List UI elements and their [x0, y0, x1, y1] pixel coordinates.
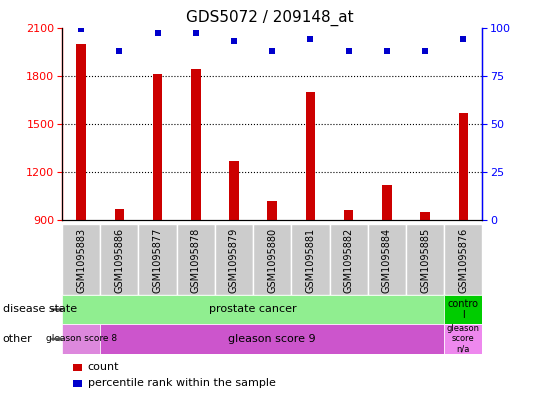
Bar	[153, 74, 162, 220]
Bar	[229, 161, 239, 220]
Bar	[329, 224, 368, 295]
Text: GSM1095880: GSM1095880	[267, 228, 277, 293]
Text: gleason score 8: gleason score 8	[45, 334, 116, 343]
Bar	[459, 112, 468, 220]
Bar	[139, 224, 177, 295]
Text: GSM1095876: GSM1095876	[458, 228, 468, 293]
Text: contro
l: contro l	[448, 299, 479, 320]
Text: count: count	[88, 362, 119, 373]
Bar	[62, 324, 100, 354]
Bar	[114, 209, 124, 220]
Bar	[291, 224, 329, 295]
Bar	[420, 212, 430, 220]
Text: prostate cancer: prostate cancer	[209, 305, 297, 314]
Text: GSM1095883: GSM1095883	[76, 228, 86, 293]
Text: disease state: disease state	[3, 305, 77, 314]
Text: gleason score 9: gleason score 9	[229, 334, 316, 344]
Bar	[191, 69, 201, 220]
Bar	[382, 185, 392, 220]
Bar	[100, 324, 444, 354]
Text: gleason
score
n/a: gleason score n/a	[447, 324, 480, 354]
Bar	[306, 92, 315, 220]
Text: GSM1095878: GSM1095878	[191, 228, 201, 293]
Bar	[77, 44, 86, 220]
Bar	[100, 224, 139, 295]
Text: GDS5072 / 209148_at: GDS5072 / 209148_at	[186, 10, 353, 26]
Bar	[406, 224, 444, 295]
Text: GSM1095882: GSM1095882	[344, 228, 354, 293]
Bar	[444, 224, 482, 295]
Text: GSM1095886: GSM1095886	[114, 228, 125, 293]
Text: GSM1095885: GSM1095885	[420, 228, 430, 293]
Bar	[344, 211, 354, 220]
Text: GSM1095879: GSM1095879	[229, 228, 239, 293]
Bar	[62, 224, 100, 295]
Bar	[444, 295, 482, 324]
Text: GSM1095877: GSM1095877	[153, 228, 163, 293]
Bar	[215, 224, 253, 295]
Bar	[177, 224, 215, 295]
Text: other: other	[3, 334, 32, 344]
Bar	[368, 224, 406, 295]
Text: GSM1095881: GSM1095881	[306, 228, 315, 293]
Text: percentile rank within the sample: percentile rank within the sample	[88, 378, 276, 388]
Bar	[267, 201, 277, 220]
Bar	[444, 324, 482, 354]
Bar	[253, 224, 291, 295]
Text: GSM1095884: GSM1095884	[382, 228, 392, 293]
